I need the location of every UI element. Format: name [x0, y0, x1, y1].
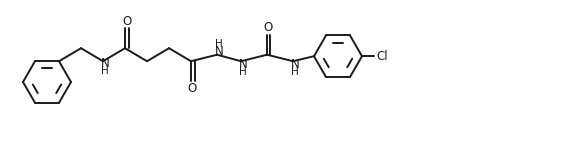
Text: N: N	[291, 58, 299, 71]
Text: H: H	[239, 67, 247, 77]
Text: O: O	[264, 21, 273, 34]
Text: H: H	[215, 39, 223, 49]
Text: N: N	[215, 45, 223, 58]
Text: N: N	[101, 57, 109, 70]
Text: O: O	[188, 82, 197, 95]
Text: Cl: Cl	[376, 50, 388, 63]
Text: H: H	[291, 67, 299, 77]
Text: H: H	[101, 66, 109, 76]
Text: O: O	[122, 15, 131, 28]
Text: N: N	[239, 58, 247, 71]
